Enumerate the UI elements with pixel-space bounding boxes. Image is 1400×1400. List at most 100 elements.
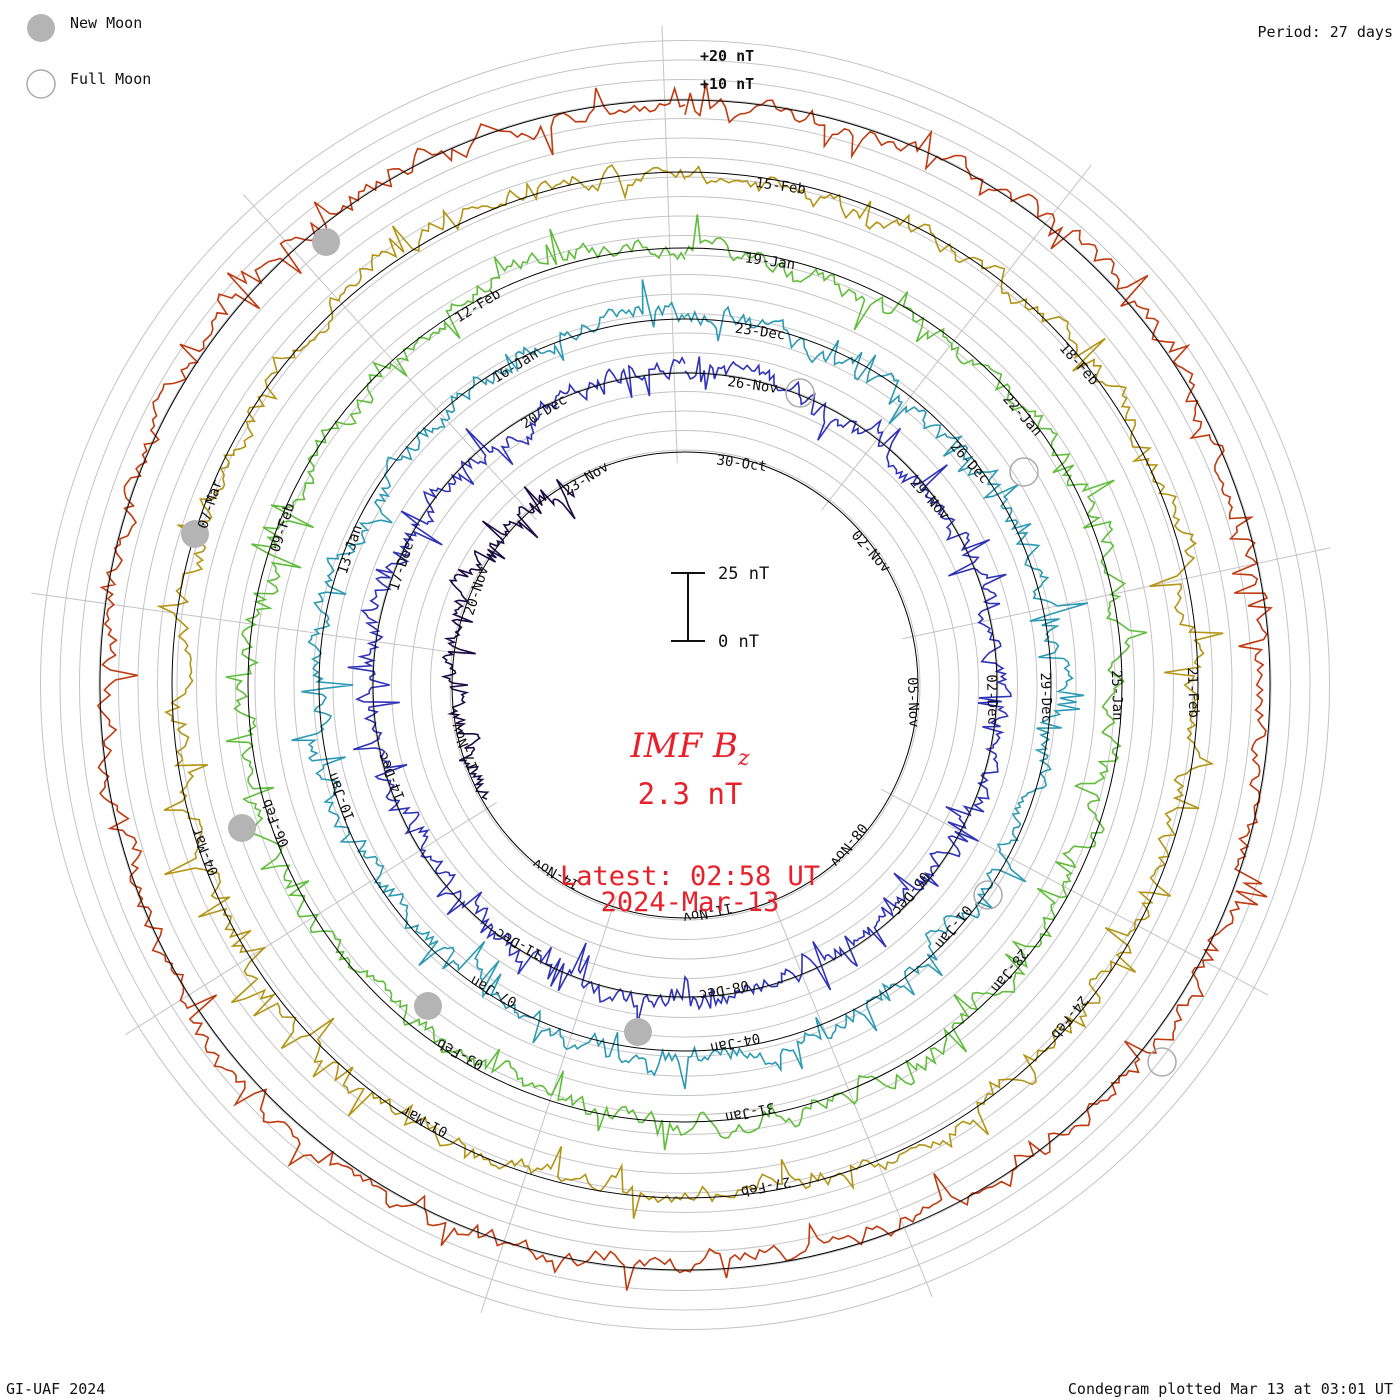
date-tick-label: 28-Jan — [987, 945, 1031, 995]
date-tick-label: 31-Jan — [723, 1099, 776, 1125]
date-tick-label: 08-Dec — [697, 976, 750, 1002]
full-moon-legend-icon — [26, 69, 56, 99]
chart-title-main: IMF B — [629, 726, 738, 766]
date-tick-label: 17-Dec — [386, 540, 417, 593]
date-tick-label: 02-Dec — [983, 674, 1001, 725]
zero-baseline-rotation-4 — [171, 171, 1199, 1199]
grid-ring — [40, 40, 1330, 1330]
zero-baseline-rotation-2 — [318, 318, 1052, 1052]
date-tick-label: 30-Oct — [715, 452, 767, 475]
moon-markers — [181, 228, 1177, 1077]
date-tick-label: 17-Nov — [448, 720, 482, 773]
zero-baseline-rotation-5 — [99, 99, 1271, 1271]
ring-label-20nt: +20 nT — [700, 47, 754, 65]
new-moon-marker — [228, 814, 256, 842]
series-trace-rotation-2 — [291, 279, 1089, 1090]
day-spokes — [31, 25, 1331, 1313]
date-tick-label: 02-Nov — [848, 528, 894, 576]
date-tick-label: 23-Nov — [560, 459, 611, 499]
day-spoke — [243, 194, 537, 521]
date-tick-label: 20-Dec — [519, 392, 570, 432]
scale-top-label: 25 nT — [718, 564, 769, 584]
grid-ring — [293, 293, 1077, 1077]
date-tick-label: 29-Dec — [1037, 672, 1055, 723]
date-tick-label: 16-Jan — [490, 346, 541, 386]
day-spoke — [880, 788, 1268, 996]
date-tick-label: 15-Feb — [754, 175, 806, 198]
day-spoke — [125, 802, 497, 1036]
grid-ring — [79, 79, 1291, 1291]
day-spoke — [821, 164, 1092, 511]
series-trace-rotation-0 — [440, 478, 576, 801]
day-spoke — [31, 592, 466, 655]
grid-ring — [254, 254, 1116, 1116]
current-value: 2.3 nT — [638, 777, 743, 811]
full-moon-legend-label: Full Moon — [70, 70, 151, 88]
series-trace-rotation-1 — [347, 356, 1012, 1025]
grid-ring — [332, 332, 1038, 1038]
zero-baseline-rotation-3 — [247, 247, 1123, 1123]
date-tick-label: 03-Feb — [434, 1035, 486, 1073]
date-tick-label: 27-Feb — [739, 1173, 792, 1199]
date-tick-label: 14-Dec — [375, 750, 409, 803]
credit-label: GI-UAF 2024 — [6, 1380, 105, 1398]
chart-title-subscript: z — [737, 746, 750, 771]
grid-ring — [118, 118, 1252, 1252]
grid-ring — [430, 430, 940, 940]
new-moon-legend-icon — [27, 14, 55, 42]
grid-ring — [313, 313, 1057, 1057]
grid-ring — [157, 157, 1213, 1213]
day-spoke — [661, 25, 678, 464]
date-tick-label: 05-Dec — [889, 868, 933, 918]
date-tick-label: 01-Jan — [931, 902, 975, 952]
scale-bar: 25 nT 0 nT — [671, 564, 769, 652]
grid-ring — [449, 449, 921, 921]
date-tick-label: 07-Mar — [195, 478, 226, 531]
latest-time: Latest: 02:58 UT — [560, 861, 820, 892]
latest-date: 2024-Mar-13 — [601, 887, 780, 918]
date-tick-label: 05-Nov — [904, 677, 922, 728]
date-tick-label: 21-Feb — [1184, 667, 1202, 718]
date-tick-label: 18-Feb — [1056, 340, 1102, 388]
day-spoke — [901, 547, 1331, 640]
day-spoke — [480, 895, 617, 1313]
zero-baseline-rotation-1 — [372, 372, 998, 998]
date-tick-label: 19-Jan — [744, 250, 796, 273]
date-tick-label: 11-Dec — [493, 924, 545, 962]
grid-ring — [410, 410, 960, 960]
grid-ring — [59, 59, 1311, 1311]
date-tick-label: 24-Feb — [1047, 992, 1091, 1042]
grid-rings — [40, 40, 1330, 1330]
ring-label-10nt: +10 nT — [700, 75, 754, 93]
series-trace-rotation-3 — [225, 214, 1148, 1151]
new-moon-marker — [414, 992, 442, 1020]
full-moon-marker — [785, 378, 815, 408]
day-spoke — [767, 890, 933, 1298]
date-tick-label: 04-Mar — [189, 825, 223, 878]
grid-ring — [215, 215, 1155, 1155]
new-moon-marker — [312, 228, 340, 256]
date-tick-label: 26-Nov — [726, 374, 778, 397]
chart-title: IMF Bz — [629, 726, 750, 771]
new-moon-marker — [181, 520, 209, 548]
plotted-label: Condegram plotted Mar 13 at 03:01 UT — [1068, 1380, 1393, 1398]
date-tick-label: 13-Jan — [335, 523, 366, 576]
scale-bottom-label: 0 nT — [718, 632, 759, 652]
period-label: Period: 27 days — [1258, 23, 1393, 41]
new-moon-marker — [624, 1018, 652, 1046]
zero-baseline-rotation-0 — [451, 451, 919, 919]
date-tick-label: 01-Mar — [399, 1102, 451, 1140]
zero-baselines — [99, 99, 1271, 1271]
full-moon-marker — [973, 880, 1003, 910]
new-moon-legend-label: New Moon — [70, 14, 142, 32]
date-tick-label: 08-Nov — [826, 820, 870, 870]
date-tick-label: 23-Dec — [734, 321, 786, 344]
series-trace-rotation-4 — [156, 164, 1224, 1219]
date-tick-label: 10-Jan — [325, 770, 359, 823]
date-tick-label: 25-Jan — [1108, 670, 1126, 721]
grid-ring — [137, 137, 1233, 1233]
full-moon-marker — [1147, 1047, 1177, 1077]
full-moon-marker — [1009, 457, 1039, 487]
grid-ring — [196, 196, 1174, 1174]
